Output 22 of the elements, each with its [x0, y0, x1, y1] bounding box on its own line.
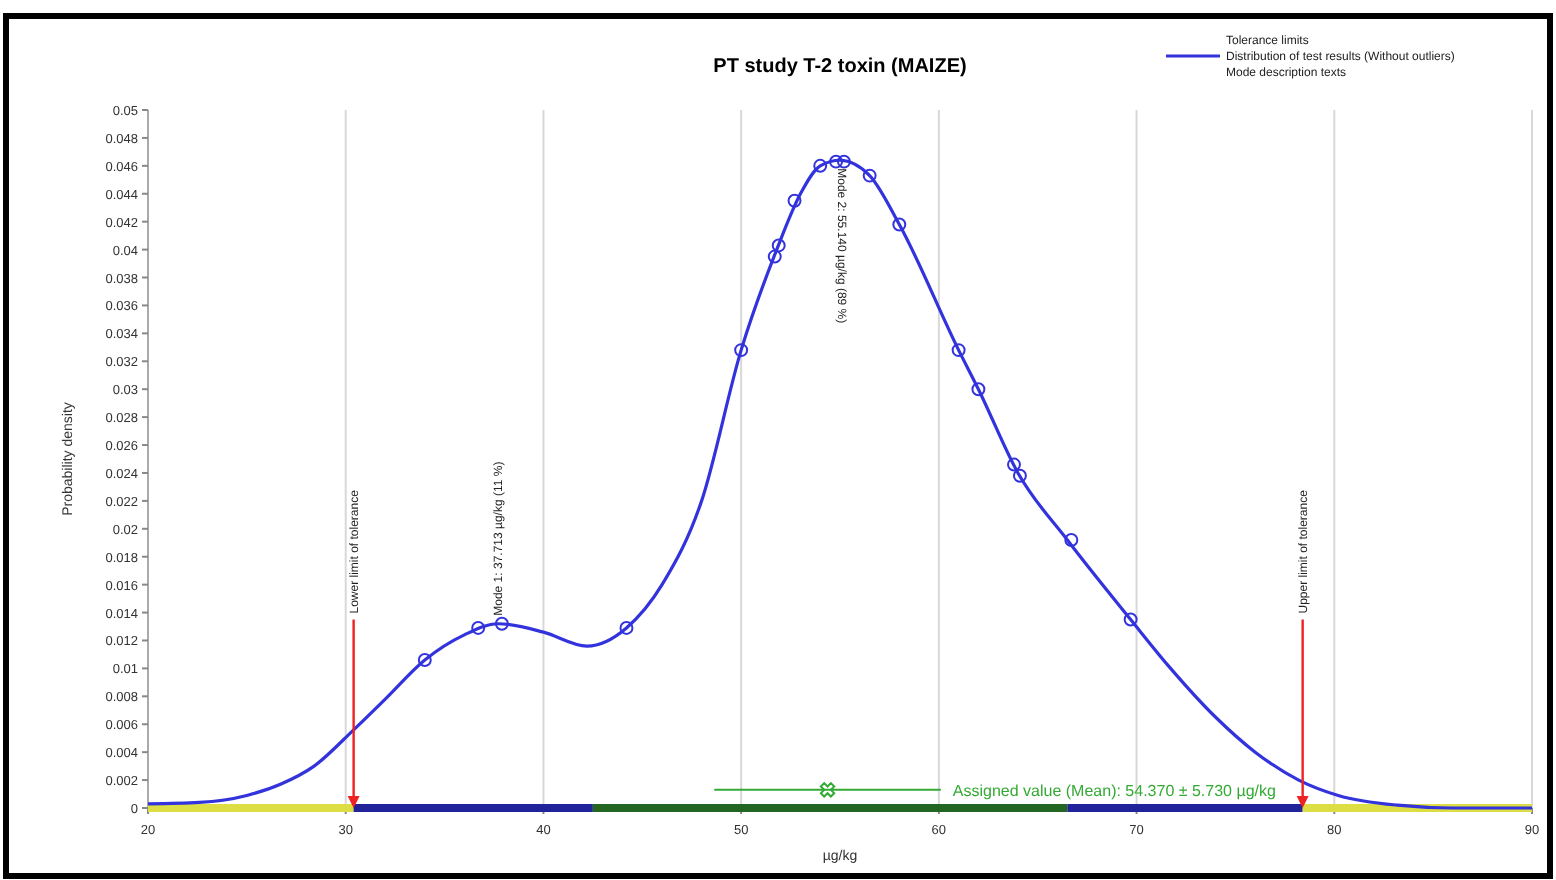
point: [1007, 457, 1021, 472]
point: [813, 158, 828, 173]
point: [767, 249, 782, 264]
point: [1123, 612, 1138, 627]
point: [862, 168, 877, 183]
point: [819, 782, 836, 798]
point: [471, 620, 486, 635]
point: [1012, 468, 1027, 483]
point: [771, 238, 786, 253]
point: [787, 193, 802, 208]
point: [829, 154, 844, 169]
point: [892, 217, 907, 232]
text: Assigned value (Mean): 54.370 ± 5.730 µg/kg: [952, 781, 1276, 800]
point: [619, 620, 634, 635]
point: [951, 343, 966, 358]
point: [971, 382, 986, 397]
point: [1064, 533, 1079, 547]
point: [836, 154, 851, 169]
point: [417, 653, 432, 667]
chart-title: PT study T-2 toxin (MAIZE): [713, 56, 967, 78]
point: [734, 343, 749, 358]
point: [494, 616, 509, 631]
